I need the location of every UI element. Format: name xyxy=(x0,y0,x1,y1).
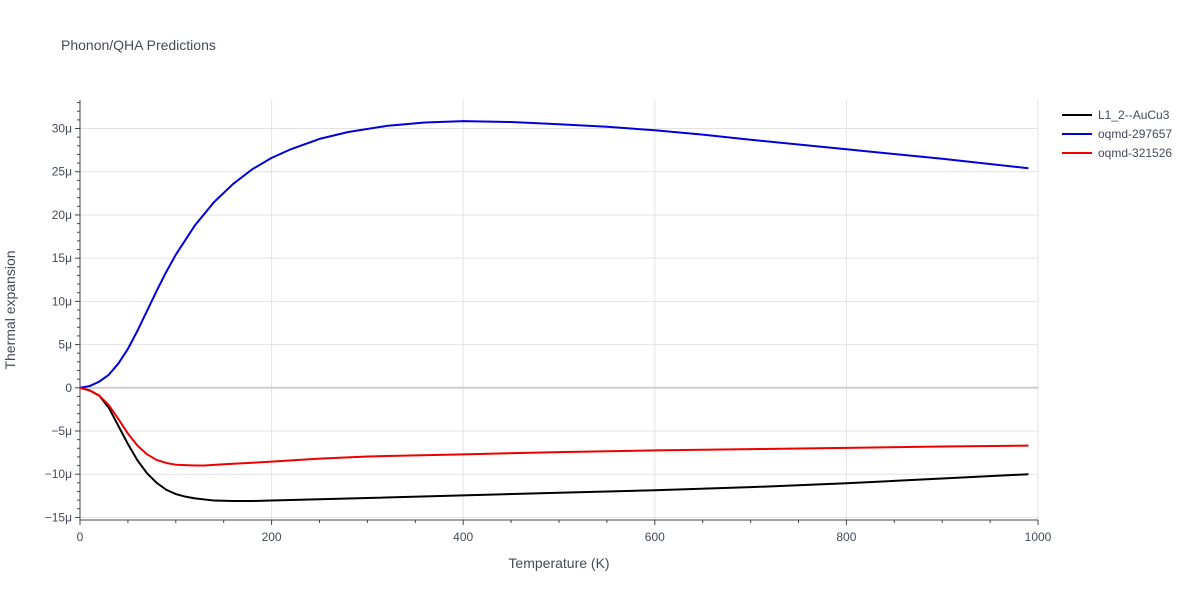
y-tick-label: 5μ xyxy=(58,338,72,352)
y-tick-label: 10μ xyxy=(52,294,72,308)
legend-label: oqmd-321526 xyxy=(1098,146,1172,160)
y-tick-label: 15μ xyxy=(52,251,72,265)
series-line-oqmd-321526 xyxy=(79,386,1029,467)
y-tick-label: 30μ xyxy=(52,122,72,136)
axes: 0 200 400 600 800 1000 −15μ −10μ −5μ 0 5μ 10μ 15μ 20μ… xyxy=(45,100,1052,544)
legend[interactable]: L1_2--AuCu3 oqmd-297657 oqmd-321526 xyxy=(1062,108,1172,160)
x-tick-label: 200 xyxy=(262,530,282,544)
y-tick-label: −5μ xyxy=(51,424,72,438)
series-line-L1_2--AuCu3 xyxy=(79,386,1029,502)
y-tick-label: 20μ xyxy=(52,208,72,222)
x-tick-label: 800 xyxy=(836,530,856,544)
y-tick-label: 0 xyxy=(65,381,72,395)
x-axis-title: Temperature (K) xyxy=(508,555,609,571)
series-group xyxy=(79,120,1029,502)
x-tick-label: 400 xyxy=(453,530,473,544)
y-axis-title: Thermal expansion xyxy=(2,250,18,369)
chart-title: Phonon/QHA Predictions xyxy=(61,37,216,53)
x-tick-label: 0 xyxy=(77,530,84,544)
legend-label: L1_2--AuCu3 xyxy=(1098,108,1170,122)
grid xyxy=(80,100,1039,520)
legend-item[interactable]: oqmd-321526 xyxy=(1062,146,1172,160)
series-line-oqmd-297657 xyxy=(79,120,1029,389)
legend-label: oqmd-297657 xyxy=(1098,127,1172,141)
y-tick-label: −15μ xyxy=(45,510,72,524)
y-tick-label: 25μ xyxy=(52,165,72,179)
legend-item[interactable]: L1_2--AuCu3 xyxy=(1062,108,1170,122)
legend-item[interactable]: oqmd-297657 xyxy=(1062,127,1172,141)
x-tick-label: 1000 xyxy=(1025,530,1052,544)
x-tick-label: 600 xyxy=(645,530,665,544)
y-tick-label: −10μ xyxy=(45,467,72,481)
